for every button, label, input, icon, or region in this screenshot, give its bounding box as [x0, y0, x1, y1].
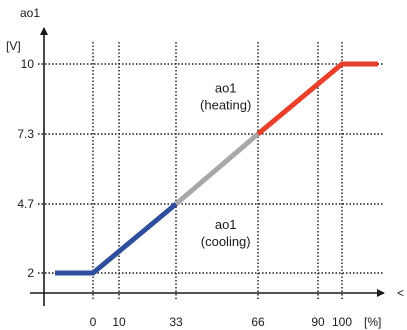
x-tick-label: 100 [332, 315, 352, 329]
x-tick-label: 90 [311, 315, 325, 329]
series-line [55, 202, 178, 276]
x-tick-label: 33 [169, 315, 183, 329]
x-tick-label: 66 [251, 315, 265, 329]
series-line [256, 61, 378, 136]
y-tick-label: 10 [21, 57, 35, 71]
annotation-sublabel: (heating) [200, 97, 251, 112]
series-line [174, 132, 260, 206]
annotation-label: ao1 [215, 80, 237, 95]
edge-mark: < [397, 286, 404, 300]
annotation-sublabel: (cooling) [201, 234, 251, 249]
annotations: ao1 (heating) ao1 (cooling) [200, 80, 251, 249]
y-axis-unit: [V] [6, 39, 21, 53]
x-axis-unit: [%] [364, 315, 381, 329]
series [55, 61, 378, 276]
axes [30, 27, 385, 306]
tick-labels: 0 10 33 66 90 100 2 4.7 7.3 10 [17, 57, 352, 329]
x-tick-label: 10 [112, 315, 126, 329]
y-tick-label: 2 [27, 266, 34, 280]
grid-lines [38, 42, 384, 300]
y-axis-label: ao1 [20, 6, 40, 20]
y-tick-label: 7.3 [17, 127, 34, 141]
x-tick-label: 0 [90, 315, 97, 329]
annotation-label: ao1 [215, 217, 237, 232]
y-tick-label: 4.7 [17, 197, 34, 211]
